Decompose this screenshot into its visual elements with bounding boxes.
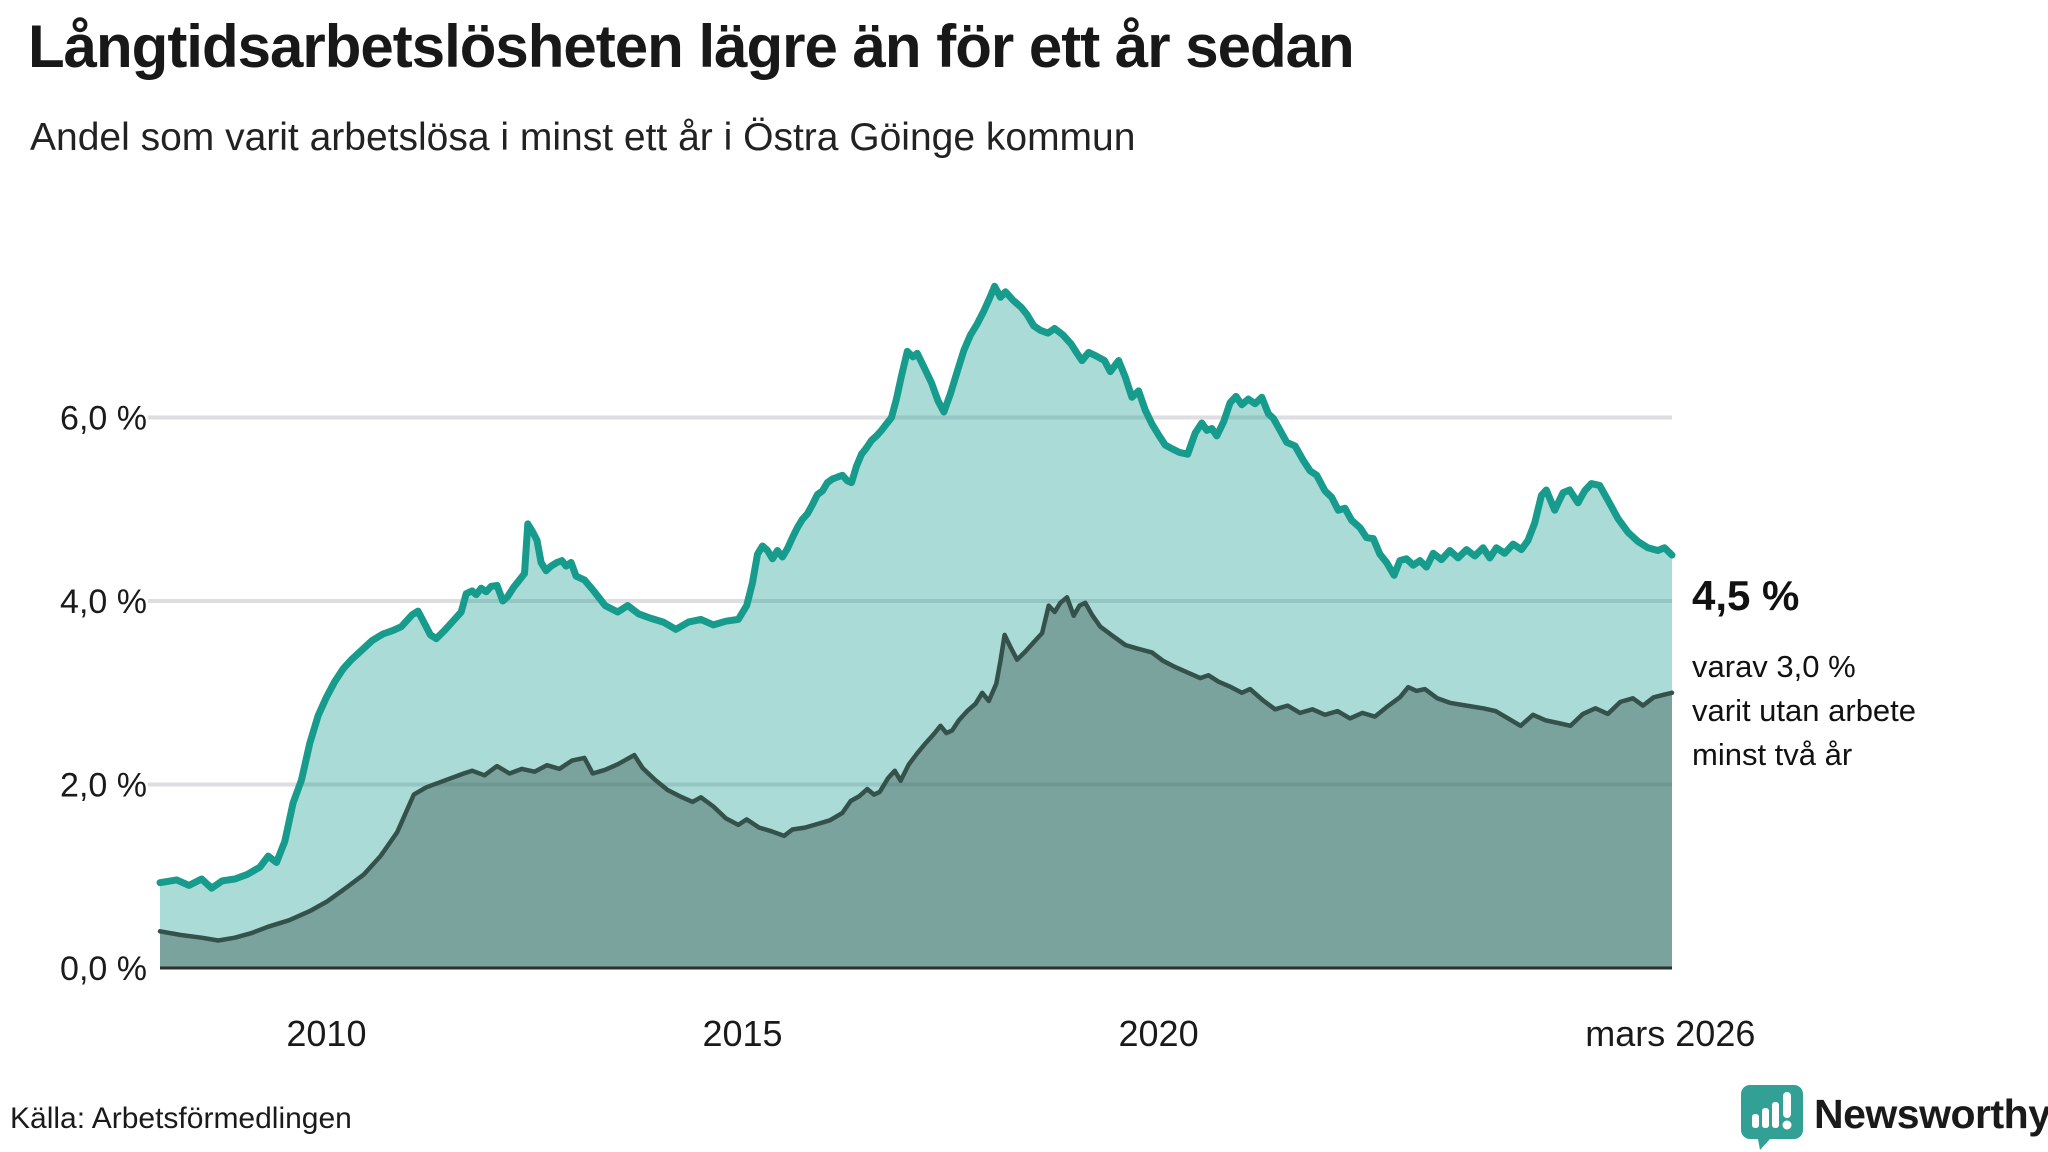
x-axis-label-2015: 2015	[702, 1013, 782, 1054]
series-end-note-line-2: varit utan arbete	[1692, 693, 1917, 728]
page-subtitle: Andel som varit arbetslösa i minst ett å…	[30, 116, 1136, 159]
y-axis-label-0: 0,0 %	[60, 950, 147, 988]
newsworthy-logo: Newsworthy	[1740, 1084, 2048, 1150]
line-series-1	[156, 282, 1676, 892]
bar-chart-speech-bubble-icon	[1741, 1085, 1803, 1150]
series-end-note-line-3: minst två år	[1692, 737, 1853, 772]
area-series-2	[160, 597, 1672, 968]
series-end-value-label: 4,5 %	[1692, 572, 1800, 619]
x-axis-label-mars-2026: mars 2026	[1585, 1013, 1755, 1054]
series-end-note: varav 3,0 % varit utan arbete minst två …	[1692, 645, 1916, 777]
x-axis-label-2010: 2010	[286, 1013, 366, 1054]
x-axis-label-2020: 2020	[1119, 1013, 1199, 1054]
y-axis-label-4: 4,0 %	[60, 583, 147, 621]
page-title: Långtidsarbetslösheten lägre än för ett …	[28, 13, 1355, 80]
series-end-note-line-1: varav 3,0 %	[1692, 649, 1856, 684]
y-axis-label-6: 6,0 %	[60, 400, 147, 438]
y-axis-label-2: 2,0 %	[60, 767, 147, 805]
source-label: Källa: Arbetsförmedlingen	[10, 1102, 352, 1135]
line-series-2	[157, 595, 1675, 943]
brand-name-label: Newsworthy	[1814, 1090, 2048, 1137]
area-series-1	[160, 286, 1672, 968]
